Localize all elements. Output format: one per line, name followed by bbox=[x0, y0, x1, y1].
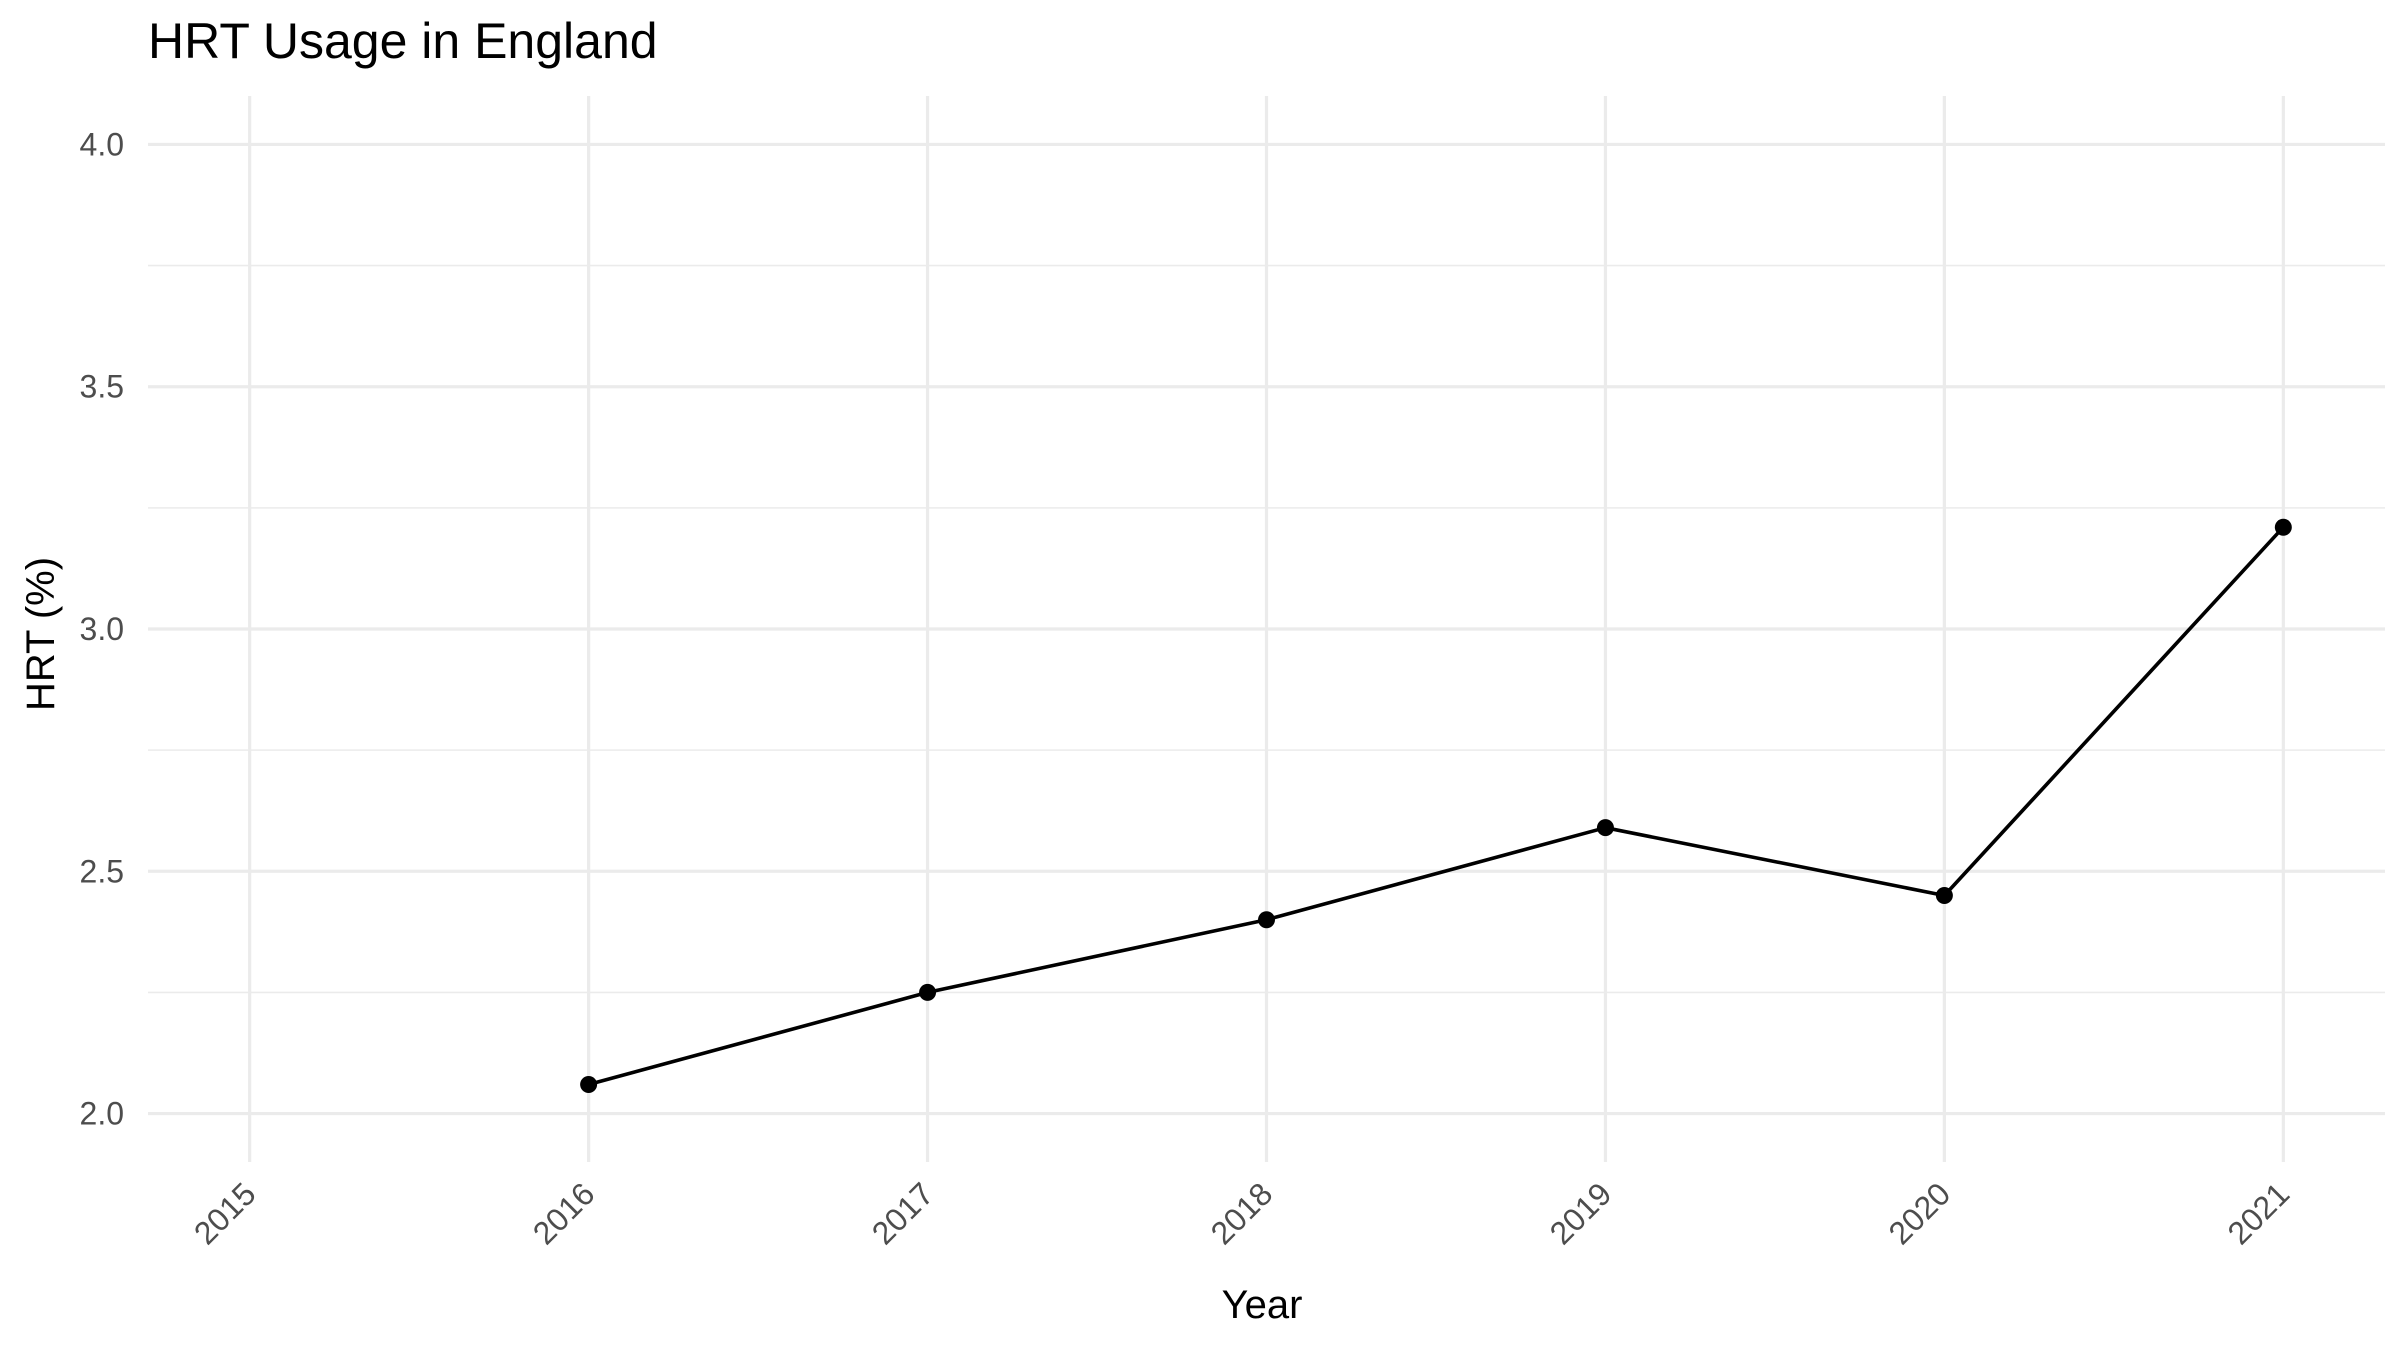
data-point bbox=[1258, 911, 1275, 929]
series-line bbox=[588, 525, 2285, 1087]
chart-title: HRT Usage in England bbox=[148, 13, 658, 69]
x-tick-label: 2018 bbox=[1204, 1175, 1280, 1251]
y-tick-label: 3.0 bbox=[80, 611, 124, 647]
y-axis-tick-labels: 2.0 2.5 3.0 3.5 4.0 bbox=[80, 126, 124, 1131]
data-point bbox=[580, 1075, 598, 1093]
x-tick-label: 2019 bbox=[1543, 1175, 1619, 1251]
x-tick-label: 2015 bbox=[187, 1175, 263, 1251]
x-axis-tick-labels: 2015 2016 2017 2018 2019 2020 2021 bbox=[187, 1175, 2296, 1251]
y-tick-label: 3.5 bbox=[80, 369, 124, 405]
y-tick-label: 2.5 bbox=[80, 853, 124, 889]
y-tick-label: 2.0 bbox=[80, 1096, 124, 1132]
data-point bbox=[2274, 518, 2292, 536]
data-point bbox=[1596, 819, 1614, 837]
x-axis-title: Year bbox=[1222, 1283, 1303, 1327]
y-axis-title: HRT (%) bbox=[19, 557, 63, 711]
x-tick-label: 2017 bbox=[865, 1175, 941, 1251]
x-tick-label: 2021 bbox=[2220, 1175, 2296, 1251]
major-gridlines bbox=[148, 96, 2385, 1162]
data-point bbox=[919, 983, 937, 1001]
data-series bbox=[580, 518, 2292, 1093]
x-tick-label: 2020 bbox=[1882, 1175, 1958, 1251]
y-tick-label: 4.0 bbox=[80, 126, 124, 162]
data-point bbox=[1935, 887, 1953, 904]
x-tick-label: 2016 bbox=[526, 1175, 602, 1251]
